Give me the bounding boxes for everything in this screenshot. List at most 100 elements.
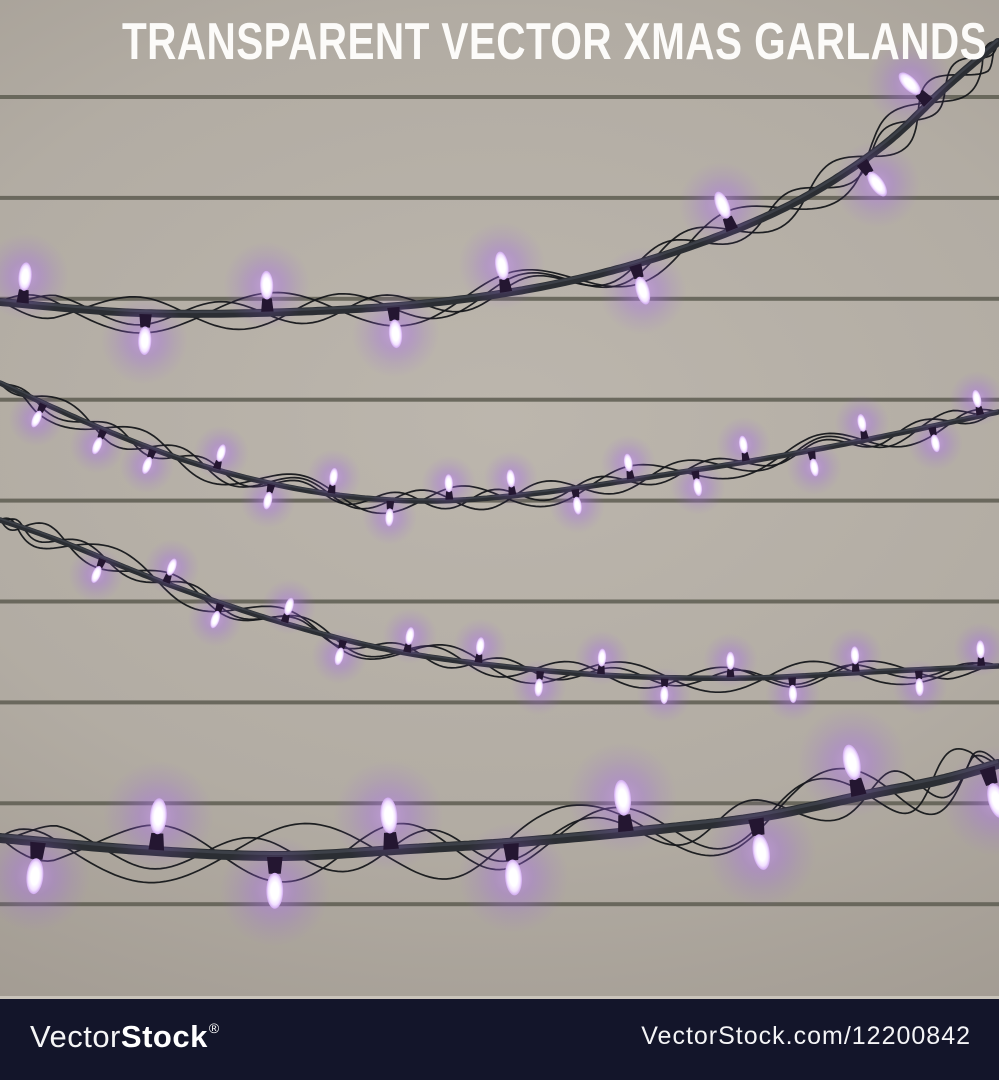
- light-bulb: [261, 578, 317, 635]
- bulb-socket: [915, 89, 933, 107]
- image-title: TRANSPARENT VECTOR XMAS GARLANDS: [0, 16, 999, 68]
- bulb-core: [142, 456, 153, 474]
- bulb-core: [475, 637, 485, 656]
- bulb-socket: [212, 459, 222, 470]
- bulb-core: [867, 171, 887, 197]
- strand-3: [0, 517, 999, 723]
- bulb-core: [788, 684, 798, 703]
- bulb-core: [726, 651, 735, 670]
- bulb-core: [693, 478, 703, 497]
- vectorstock-logo: VectorStock®: [30, 1019, 220, 1055]
- bulb-core: [266, 872, 284, 909]
- stock-image-preview: [0, 0, 999, 1000]
- light-bulb: [702, 633, 759, 689]
- bulb-socket: [979, 765, 998, 786]
- bulb-core: [334, 647, 344, 666]
- strand-2: [0, 371, 999, 545]
- light-bulb: [796, 707, 907, 818]
- bulb-socket: [338, 639, 348, 650]
- bulb-socket: [280, 613, 290, 624]
- bulb-core: [623, 453, 633, 472]
- light-bulb: [382, 608, 438, 664]
- light-bulb: [670, 459, 726, 515]
- bulb-core: [263, 491, 273, 510]
- light-bulb: [361, 489, 418, 545]
- plank-line: [0, 700, 999, 705]
- light-bulb: [421, 455, 477, 511]
- light-bulb: [511, 659, 567, 716]
- image-title-text: TRANSPARENT VECTOR XMAS GARLANDS: [121, 13, 988, 71]
- bulb-socket: [327, 484, 336, 494]
- light-bulb: [305, 449, 362, 505]
- plank-line: [0, 599, 999, 604]
- bulb-socket: [30, 841, 46, 860]
- bulb-core: [138, 326, 152, 355]
- footer-divider: [0, 996, 999, 999]
- bulb-socket: [499, 278, 513, 293]
- bulb-core: [597, 648, 607, 667]
- bulb-socket: [261, 298, 274, 312]
- bulb-socket: [96, 557, 107, 569]
- light-bulb: [119, 437, 175, 493]
- bulb-socket: [214, 602, 225, 613]
- bulb-core: [210, 610, 221, 629]
- bulb-socket: [741, 452, 750, 462]
- strand-4: [0, 707, 999, 946]
- bulb-socket: [147, 448, 157, 459]
- bulb-core: [752, 834, 771, 870]
- bulb-socket: [977, 657, 986, 666]
- bulb-socket: [37, 402, 47, 413]
- bulb-socket: [571, 488, 580, 499]
- light-bulb: [483, 450, 539, 507]
- light-bulb: [786, 439, 842, 496]
- plank-line: [0, 801, 999, 806]
- light-bulb: [193, 425, 249, 481]
- bulb-core: [444, 474, 453, 493]
- image-id-watermark: VectorStock.com/12200842: [641, 1022, 971, 1050]
- registered-trademark-icon: ®: [208, 1019, 220, 1036]
- bulb-socket: [266, 483, 276, 494]
- bulb-socket: [660, 678, 669, 688]
- light-bulb: [678, 161, 767, 249]
- bulb-core: [714, 191, 731, 219]
- bulb-socket: [403, 643, 412, 653]
- bulb-socket: [726, 668, 735, 678]
- light-bulb: [833, 140, 921, 228]
- bulb-core: [505, 859, 522, 896]
- bulb-socket: [851, 663, 860, 672]
- bulb-core: [18, 262, 32, 291]
- bulb-socket: [691, 470, 700, 480]
- light-bulb: [103, 761, 214, 872]
- bulb-socket: [474, 653, 483, 663]
- light-bulb: [891, 659, 948, 715]
- light-bulb: [600, 435, 656, 491]
- light-bulb: [827, 627, 883, 683]
- light-bulb: [101, 296, 189, 385]
- bulb-core: [635, 276, 651, 305]
- bulb-core: [809, 458, 819, 477]
- light-bulb: [144, 539, 200, 595]
- bulb-core: [972, 389, 982, 408]
- bulb-socket: [386, 500, 395, 510]
- light-bulb: [0, 820, 91, 932]
- bulb-socket: [148, 832, 165, 851]
- bulb-core: [534, 678, 544, 697]
- bulb-socket: [139, 314, 152, 328]
- bulb-socket: [914, 670, 923, 680]
- bulb-socket: [383, 832, 399, 850]
- bulb-core: [26, 858, 44, 895]
- light-bulb: [458, 222, 546, 310]
- strand-1: [0, 38, 999, 385]
- tangled-wire: [0, 517, 999, 694]
- bulb-socket: [597, 665, 605, 675]
- bulb-core: [738, 435, 748, 454]
- bulb-socket: [626, 470, 635, 480]
- light-bulb: [240, 473, 296, 529]
- watermark-bar: VectorStock® VectorStock.com/12200842: [0, 999, 999, 1080]
- bulb-socket: [860, 430, 869, 440]
- bulb-socket: [856, 158, 874, 177]
- bulb-core: [660, 685, 669, 704]
- plank-line: [0, 195, 999, 200]
- bulb-socket: [508, 486, 517, 496]
- bulb-socket: [807, 450, 816, 461]
